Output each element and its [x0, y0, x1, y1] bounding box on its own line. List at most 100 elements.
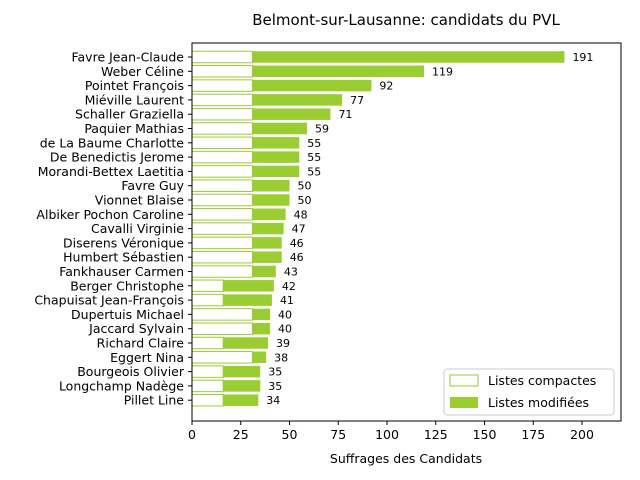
data-label: 50 [298, 194, 312, 207]
bar-compact [191, 293, 224, 307]
bar-compact [191, 93, 253, 107]
bar-compact [191, 122, 253, 135]
category-label: Favre Jean-Claude [71, 50, 184, 65]
bar-compact [191, 250, 253, 264]
bar-compact [191, 365, 224, 378]
bar-modified [252, 94, 343, 106]
category-label: Pillet Line [124, 393, 185, 408]
bar-modified [252, 65, 425, 78]
bar-modified [223, 365, 261, 378]
data-label: 38 [274, 351, 288, 364]
bar-compact [191, 165, 253, 178]
bar-compact [191, 50, 253, 64]
category-label: Schaller Graziella [75, 107, 184, 122]
value-labels: 1911199277715955555550504847464643424140… [266, 51, 593, 407]
bar-modified [252, 237, 282, 249]
data-label: 34 [266, 394, 280, 407]
x-tick-label: 175 [521, 427, 545, 442]
bar-modified [252, 108, 331, 120]
data-label: 40 [278, 308, 292, 321]
data-label: 35 [268, 380, 282, 393]
category-label: Fankhauser Carmen [59, 264, 184, 279]
bar-compact [191, 79, 253, 92]
bar-modified [252, 322, 270, 335]
bar-modified [252, 194, 290, 206]
data-label: 50 [298, 180, 312, 193]
legend-label-modified: Listes modifiées [488, 395, 589, 410]
category-label: Chapuisat Jean-François [34, 293, 184, 308]
category-label: Miéville Laurent [85, 92, 184, 107]
bar-modified [252, 222, 284, 235]
category-label: Humbert Sébastien [63, 250, 184, 265]
bar-compact [191, 379, 224, 393]
bar-modified [252, 122, 308, 135]
x-tick-label: 25 [233, 427, 249, 442]
bar-modified [252, 51, 565, 63]
bar-modified [252, 251, 282, 263]
bar-compact [191, 179, 253, 192]
x-tick-label: 125 [424, 427, 448, 442]
legend-swatch-compact [449, 374, 479, 387]
category-label: Bourgeois Olivier [77, 364, 185, 379]
category-label: Richard Claire [97, 336, 185, 351]
category-label: Cavalli Virginie [91, 221, 184, 236]
data-label: 77 [350, 94, 364, 107]
legend-box [443, 368, 615, 416]
data-label: 43 [284, 266, 298, 279]
bar-modified [252, 151, 300, 163]
data-label: 35 [268, 366, 282, 379]
data-label: 119 [432, 65, 453, 78]
bar-compact [191, 107, 253, 121]
bar-compact [191, 279, 224, 293]
bar-compact [191, 236, 253, 250]
bar-modified [223, 394, 259, 406]
category-label: Pointet François [85, 78, 184, 93]
legend: Listes compactes Listes modifiées [443, 368, 615, 416]
data-label: 42 [282, 280, 296, 293]
category-label: Eggert Nina [110, 350, 184, 365]
bar-modified [223, 380, 261, 392]
bar-compact [191, 393, 224, 407]
data-label: 46 [290, 251, 304, 264]
x-axis-label: Suffrages des Candidats [330, 451, 482, 466]
x-axis: 0 25 50 75 100 125 150 175 200 [188, 421, 594, 442]
category-label: Berger Christophe [70, 278, 184, 293]
x-tick-label: 200 [570, 427, 594, 442]
bar-compact [191, 322, 253, 335]
category-label: De Benedictis Jerome [50, 150, 184, 165]
category-label: de La Baume Charlotte [40, 135, 185, 150]
bar-modified [252, 179, 290, 192]
data-label: 40 [278, 323, 292, 336]
bar-compact [191, 150, 253, 164]
bar-modified [252, 79, 372, 92]
category-label: Diserens Véronique [63, 235, 184, 250]
data-label: 55 [307, 151, 321, 164]
category-label: Jaccard Sylvain [88, 321, 184, 336]
bar-modified [252, 351, 267, 364]
bar-modified [223, 337, 269, 349]
x-tick-label: 50 [282, 427, 298, 442]
bar-compact [191, 65, 253, 78]
data-label: 55 [307, 165, 321, 178]
bar-compact [191, 351, 253, 364]
bar-compact [191, 136, 253, 150]
bar-compact [191, 193, 253, 207]
bar-compact [191, 222, 253, 235]
bar-modified [252, 308, 270, 321]
data-label: 39 [276, 337, 290, 350]
x-tick-label: 150 [473, 427, 497, 442]
bar-modified [223, 280, 274, 292]
category-label: Longchamp Nadège [59, 378, 184, 393]
bar-modified [223, 294, 272, 306]
data-label: 191 [572, 51, 593, 64]
bar-modified [252, 265, 276, 278]
category-label: Weber Céline [101, 64, 184, 79]
data-label: 41 [280, 294, 294, 307]
bars-group [191, 50, 565, 407]
legend-swatch-modified [450, 397, 478, 408]
bar-compact [191, 336, 224, 350]
data-label: 71 [338, 108, 352, 121]
plot-frame [191, 42, 622, 422]
